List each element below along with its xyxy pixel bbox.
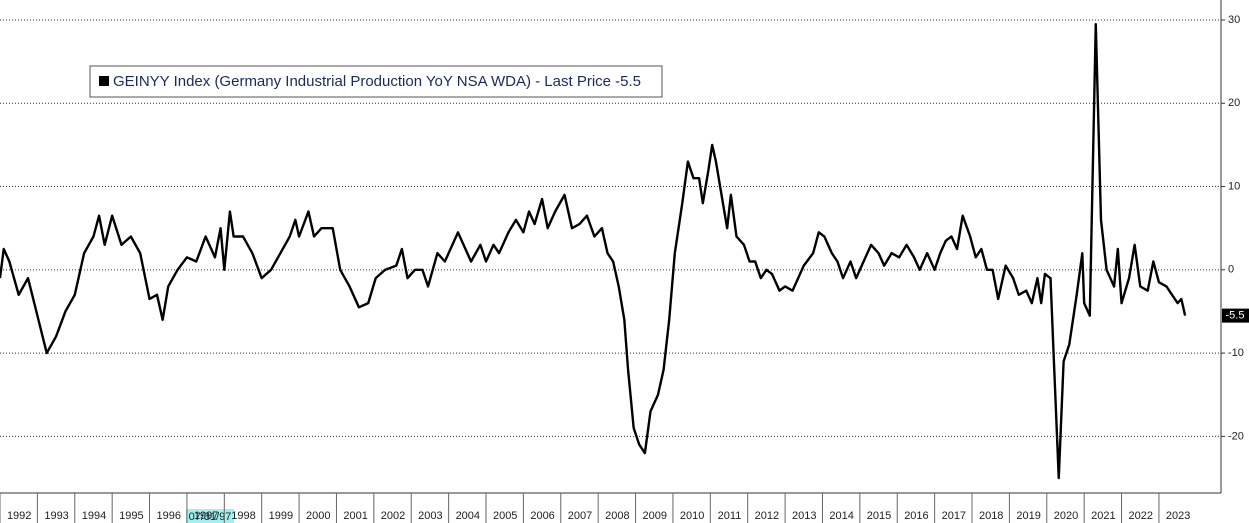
x-tick-label: 2015	[867, 510, 891, 522]
y-tick-label: 20	[1228, 97, 1240, 109]
crosshair-label-bg	[186, 509, 234, 523]
x-tick-label: 1993	[44, 510, 68, 522]
legend-box	[89, 65, 663, 98]
x-tick-label: 2016	[904, 510, 928, 522]
x-tick-label: 2009	[642, 510, 666, 522]
crosshair-label: 07/31/97	[189, 511, 232, 523]
x-tick-label: 1992	[7, 510, 31, 522]
x-tick-label: 2022	[1129, 510, 1153, 522]
x-tick-label: 2006	[530, 510, 554, 522]
x-tick-label: 2023	[1166, 510, 1190, 522]
x-tick-label: 2019	[1016, 510, 1040, 522]
x-tick-label: 2008	[605, 510, 629, 522]
x-tick-label: 2014	[829, 510, 853, 522]
x-tick-label: 2011	[718, 510, 742, 522]
x-tick-label: 2005	[493, 510, 517, 522]
x-tick-label: 1999	[269, 510, 293, 522]
x-tick-label: 2001	[343, 510, 367, 522]
y-tick-label: 0	[1228, 264, 1234, 276]
x-tick-label: 1997	[194, 510, 218, 522]
x-tick-label: 2010	[680, 510, 704, 522]
legend-label: GEINYY Index (Germany Industrial Product…	[113, 73, 641, 90]
x-tick-label: 1995	[119, 510, 143, 522]
y-tick-label: -10	[1228, 347, 1244, 359]
x-tick-label: 2007	[568, 510, 592, 522]
x-tick-label: 1998	[231, 510, 255, 522]
series-line	[0, 22, 1187, 480]
last-price-box	[1222, 308, 1249, 323]
y-tick-label: -20	[1228, 430, 1244, 442]
x-tick-label: 2002	[381, 510, 405, 522]
legend: GEINYY Index (Germany Industrial Product…	[89, 65, 663, 98]
last-price-label: -5.5	[1226, 310, 1245, 322]
x-tick-label: 2020	[1054, 510, 1078, 522]
x-tick-label: 2012	[755, 510, 779, 522]
legend-swatch	[99, 76, 109, 86]
x-tick-label: 2017	[942, 510, 966, 522]
x-tick-label: 1996	[156, 510, 180, 522]
x-tick-label: 2004	[456, 510, 480, 522]
y-tick-label: 10	[1228, 180, 1240, 192]
y-tick-label: 30	[1228, 14, 1240, 26]
x-tick-label: 2003	[418, 510, 442, 522]
x-tick-label: 2018	[979, 510, 1003, 522]
x-tick-label: 1994	[82, 510, 106, 522]
x-tick-label: 2000	[306, 510, 330, 522]
x-tick-label: 2013	[792, 510, 816, 522]
x-tick-label: 2021	[1091, 510, 1115, 522]
